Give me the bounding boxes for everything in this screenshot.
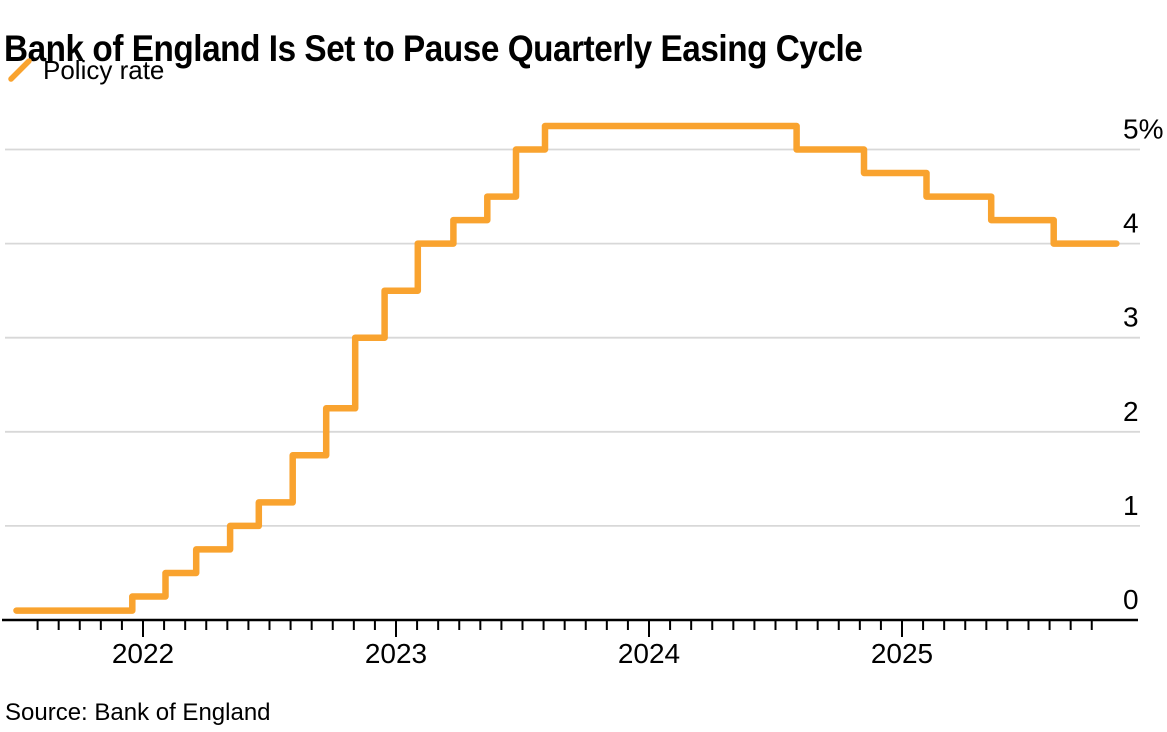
x-axis-label-2024: 2024 bbox=[618, 638, 680, 669]
policy-rate-step-line bbox=[13, 122, 1120, 614]
legend: Policy rate bbox=[8, 57, 164, 83]
y-axis-label-5: 5% bbox=[1123, 114, 1163, 145]
chart-title-text: Bank of England Is Set to Pause Quarterl… bbox=[4, 27, 863, 69]
chart-title: Bank of England Is Set to Pause Quarterl… bbox=[4, 28, 958, 70]
y-axis-label-0: 0 bbox=[1123, 584, 1139, 615]
legend-label-policy-rate: Policy rate bbox=[43, 55, 165, 85]
x-axis-label-2023: 2023 bbox=[365, 638, 427, 669]
y-axis-label-4: 4 bbox=[1123, 208, 1139, 239]
policy-rate-line-swatch-icon bbox=[8, 58, 32, 82]
y-axis-label-2: 2 bbox=[1123, 396, 1139, 427]
y-axis-label-3: 3 bbox=[1123, 302, 1139, 333]
y-axis-label-1: 1 bbox=[1123, 490, 1139, 521]
source-note: Source: Bank of England bbox=[5, 699, 271, 726]
x-axis-label-2025: 2025 bbox=[871, 638, 933, 669]
x-axis-label-2022: 2022 bbox=[112, 638, 174, 669]
